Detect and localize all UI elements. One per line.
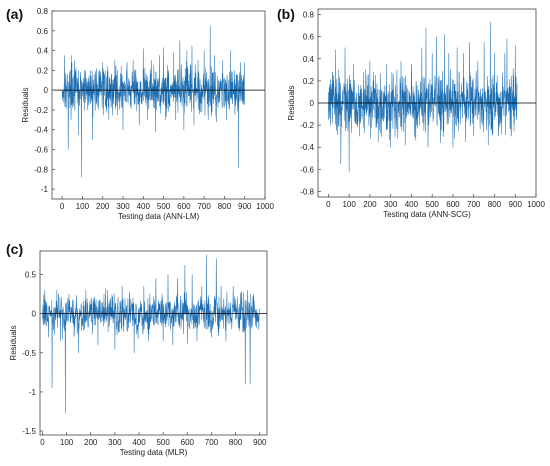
y-tick-label: -0.2 bbox=[34, 106, 48, 115]
y-tick-label: -1 bbox=[29, 388, 37, 397]
x-tick-label: 300 bbox=[384, 200, 398, 209]
y-tick-label: 0.6 bbox=[303, 33, 315, 42]
x-tick-label: 800 bbox=[488, 200, 502, 209]
x-tick-label: 700 bbox=[467, 200, 481, 209]
y-tick-label: -0.2 bbox=[300, 121, 314, 130]
panel-ann-scg: (b) 0 100 200 300 400 500 600 700 800 900 1000 -0.8… bbox=[275, 0, 550, 232]
y-tick-label: 0 bbox=[44, 86, 49, 95]
x-tick-label: 700 bbox=[197, 202, 211, 211]
x-tick-label: 200 bbox=[96, 202, 110, 211]
x-tick-label: 500 bbox=[157, 202, 171, 211]
x-tick-label: 200 bbox=[363, 200, 377, 209]
residuals-chart: 0 100 200 300 400 500 600 700 800 900 1000 -1 -0.8 -0… bbox=[21, 7, 274, 221]
x-tick-label: 600 bbox=[177, 202, 191, 211]
x-tick-label: 900 bbox=[253, 438, 267, 447]
plot-area-frame bbox=[39, 250, 268, 436]
x-tick-label: 0 bbox=[40, 438, 45, 447]
x-tick-label: 400 bbox=[132, 438, 146, 447]
y-axis-label: Residuals bbox=[21, 87, 30, 122]
x-tick-label: 600 bbox=[181, 438, 195, 447]
x-tick-label: 900 bbox=[509, 200, 523, 209]
y-tick-label: 0.5 bbox=[25, 270, 37, 279]
x-tick-label: 500 bbox=[156, 438, 170, 447]
y-tick-label: -0.4 bbox=[34, 126, 48, 135]
x-tick-label: 300 bbox=[116, 202, 130, 211]
panel-label: (a) bbox=[6, 6, 24, 22]
x-tick-label: 800 bbox=[229, 438, 243, 447]
x-tick-label: 800 bbox=[218, 202, 232, 211]
y-tick-label: -1 bbox=[41, 185, 49, 194]
panel-ann-lm: (a) 0 100 200 300 400 500 600 700 800 900 1000 -1 -0… bbox=[0, 0, 275, 232]
panel-label: (c) bbox=[6, 241, 24, 257]
x-tick-label: 300 bbox=[108, 438, 122, 447]
y-tick-label: 0.4 bbox=[303, 55, 315, 64]
y-tick-label: 0 bbox=[310, 99, 315, 108]
x-tick-label: 700 bbox=[205, 438, 219, 447]
y-tick-label: 0.8 bbox=[303, 11, 315, 20]
panel-mlr: (c) 0 100 200 300 400 500 600 700 800 900 -1.5 -1 -0… bbox=[0, 235, 275, 466]
x-tick-label: 1000 bbox=[527, 200, 545, 209]
x-tick-label: 100 bbox=[342, 200, 356, 209]
y-axis-label: Residuals bbox=[9, 325, 18, 360]
x-tick-label: 400 bbox=[137, 202, 151, 211]
x-tick-label: 100 bbox=[76, 202, 90, 211]
y-tick-label: -0.6 bbox=[34, 146, 48, 155]
y-tick-label: 0.6 bbox=[37, 27, 49, 36]
plot-area-frame bbox=[51, 10, 266, 200]
residuals-chart: 0 100 200 300 400 500 600 700 800 900 -1.5 -1 -0.5 0 0… bbox=[9, 250, 268, 457]
y-axis-label: Residuals bbox=[287, 85, 296, 120]
x-tick-label: 200 bbox=[84, 438, 98, 447]
residual-series-line bbox=[61, 25, 245, 178]
x-tick-label: 600 bbox=[446, 200, 460, 209]
panel-label: (b) bbox=[277, 6, 295, 22]
x-tick-label: 100 bbox=[60, 438, 74, 447]
x-tick-label: 400 bbox=[405, 200, 419, 209]
x-tick-label: 900 bbox=[238, 202, 252, 211]
y-tick-label: -0.6 bbox=[300, 165, 314, 174]
x-axis-label: Testing data (MLR) bbox=[120, 448, 188, 457]
y-tick-label: -1.5 bbox=[22, 427, 36, 436]
residual-series-line bbox=[42, 254, 260, 414]
x-tick-label: 0 bbox=[326, 200, 331, 209]
x-axis-label: Testing data (ANN-SCG) bbox=[383, 210, 471, 219]
y-tick-label: 0.8 bbox=[37, 7, 49, 16]
x-tick-label: 0 bbox=[60, 202, 65, 211]
y-tick-label: -0.8 bbox=[34, 165, 48, 174]
x-tick-label: 1000 bbox=[256, 202, 274, 211]
y-tick-label: 0 bbox=[32, 310, 37, 319]
y-tick-label: 0.4 bbox=[37, 47, 49, 56]
residuals-chart: 0 100 200 300 400 500 600 700 800 900 1000 -0.8 -0.6… bbox=[287, 8, 545, 219]
y-tick-label: -0.8 bbox=[300, 187, 314, 196]
y-tick-label: 0.2 bbox=[303, 77, 315, 86]
x-axis-label: Testing data (ANN-LM) bbox=[118, 212, 200, 221]
y-tick-label: -0.4 bbox=[300, 143, 314, 152]
x-tick-label: 500 bbox=[426, 200, 440, 209]
y-tick-label: -0.5 bbox=[22, 349, 36, 358]
y-tick-label: 0.2 bbox=[37, 66, 49, 75]
residual-series-line bbox=[328, 21, 518, 172]
